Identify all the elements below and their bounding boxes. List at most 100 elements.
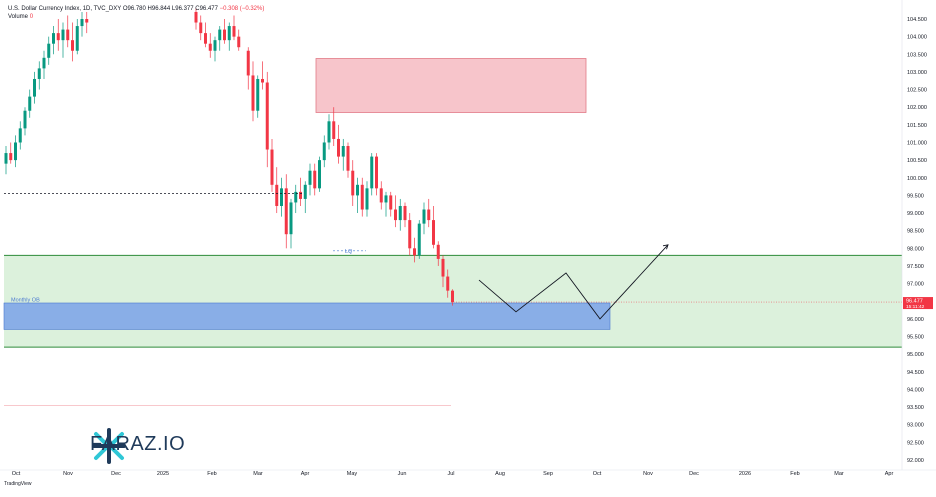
candle-body <box>408 220 412 249</box>
candle <box>446 269 450 298</box>
candle-body <box>61 29 65 41</box>
candle <box>61 22 65 58</box>
price-tick-label: 100.500 <box>907 158 927 164</box>
candle-body <box>432 220 435 245</box>
candle-body <box>379 188 383 203</box>
price-tick-label: 96.000 <box>907 317 924 323</box>
symbol-title: U.S. Dollar Currency Index, 1D, TVC_DXY <box>8 6 122 12</box>
candle <box>436 241 440 266</box>
candle <box>18 121 22 150</box>
last-price-value: 96.477 <box>906 299 923 305</box>
last-price-tag <box>903 297 933 310</box>
price-tick-label: 94.500 <box>907 370 924 376</box>
candle <box>213 36 217 62</box>
price-tick-label: 104.500 <box>907 17 927 23</box>
candle-body <box>451 290 454 303</box>
volume-value: 0 <box>29 14 34 20</box>
candle-body <box>337 138 340 157</box>
candle <box>394 195 397 228</box>
time-tick-label: Apr <box>301 471 310 477</box>
time-tick-label: Oct <box>12 471 21 477</box>
price-tick-label: 101.000 <box>907 140 927 146</box>
candle <box>379 181 383 210</box>
price-tick-label: 93.000 <box>907 423 924 429</box>
candle <box>218 26 222 51</box>
candle <box>80 11 84 37</box>
candle <box>284 174 288 249</box>
candle-body <box>313 170 317 189</box>
candle-body <box>251 75 255 111</box>
candle-body <box>289 202 293 235</box>
candle-body <box>75 26 79 51</box>
price-tick-label: 97.500 <box>907 264 924 270</box>
candle <box>417 220 421 259</box>
price-tick-label: 98.000 <box>907 246 924 252</box>
candle-body <box>14 142 17 161</box>
candle-body <box>280 188 283 206</box>
time-tick-label: Nov <box>63 471 73 477</box>
time-tick-label: Mar <box>834 471 844 477</box>
high-value: H96.844 <box>147 6 171 12</box>
candle <box>322 135 326 168</box>
price-tick-label: 95.000 <box>907 352 924 358</box>
candle <box>85 11 89 34</box>
tradingview-footer[interactable]: TradingView <box>4 481 32 487</box>
candle-body <box>28 96 32 111</box>
candle-body <box>85 19 89 23</box>
candle-body <box>199 22 203 34</box>
candle <box>451 289 454 306</box>
candle-body <box>227 26 231 41</box>
candle-body <box>318 160 321 189</box>
time-tick-label: Jun <box>398 471 407 477</box>
faraz-logo-icon <box>92 428 126 464</box>
candle-body <box>204 33 207 44</box>
candle <box>256 75 260 118</box>
monthly-ob-label: Monthly OB <box>11 298 40 304</box>
price-tick-label: 99.000 <box>907 211 924 217</box>
open-value: O96.780 <box>122 6 146 12</box>
candle-body <box>446 276 450 291</box>
candle-body <box>37 68 41 79</box>
candle-body <box>346 146 350 171</box>
candle-body <box>427 209 431 221</box>
time-tick-label: Dec <box>111 471 121 477</box>
candle <box>384 191 388 217</box>
candle <box>294 184 298 214</box>
candle-body <box>194 11 198 23</box>
low-value: L96.377 <box>171 6 194 12</box>
candle <box>66 15 70 48</box>
time-tick-label: 2026 <box>739 471 751 477</box>
symbol-header[interactable]: U.S. Dollar Currency Index, 1D, TVC_DXY … <box>8 6 264 12</box>
time-tick-label: Apr <box>885 471 894 477</box>
candle <box>308 163 312 196</box>
time-tick-label: May <box>347 471 358 477</box>
candle <box>23 107 27 136</box>
candle <box>327 114 331 150</box>
time-tick-label: Jul <box>447 471 454 477</box>
candle <box>337 124 340 164</box>
price-tick-label: 102.500 <box>907 88 927 94</box>
candle-body <box>422 209 426 224</box>
time-axis: Oct Nov Dec 2025 Feb Mar Apr May Jun Jul Aug Sep Oct… <box>0 469 936 477</box>
brand-name: FARAZ.IO <box>90 433 186 455</box>
candle-body <box>23 110 27 129</box>
candle <box>360 177 364 217</box>
candle <box>194 8 198 30</box>
candle <box>441 255 445 288</box>
candle <box>318 156 321 192</box>
candle <box>370 153 374 196</box>
candle-body <box>365 188 369 210</box>
candle <box>223 19 226 44</box>
candle-body <box>213 40 217 51</box>
projection-arrowhead <box>662 244 669 250</box>
price-axis: 104.500 104.000 103.500 103.000 102.500 102.0… <box>901 0 933 470</box>
candle-body <box>33 78 36 97</box>
price-tick-label: 95.500 <box>907 335 924 341</box>
candle-body <box>389 195 393 210</box>
candle-body <box>18 128 22 143</box>
candle <box>52 26 55 55</box>
candle <box>265 71 269 168</box>
volume-label: Volume <box>8 14 29 20</box>
